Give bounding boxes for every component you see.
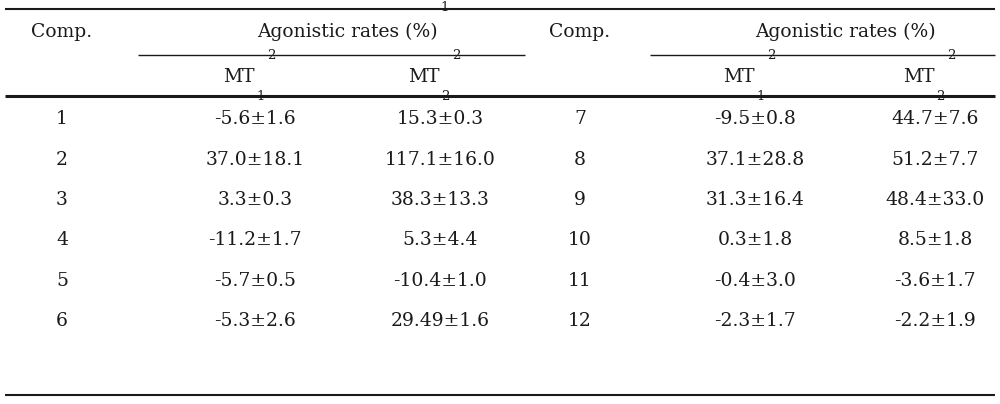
Text: 2: 2 (453, 49, 461, 62)
Text: 5.3±4.4: 5.3±4.4 (402, 231, 478, 249)
Text: -5.6±1.6: -5.6±1.6 (214, 110, 296, 128)
Text: MT: MT (724, 68, 755, 86)
Text: -3.6±1.7: -3.6±1.7 (894, 272, 976, 290)
Text: Agonistic rates (%): Agonistic rates (%) (755, 22, 935, 41)
Text: 7: 7 (574, 110, 586, 128)
Text: 2: 2 (56, 151, 68, 168)
Text: 9: 9 (574, 191, 586, 209)
Text: Agonistic rates (%): Agonistic rates (%) (257, 22, 438, 41)
Text: -10.4±1.0: -10.4±1.0 (393, 272, 487, 290)
Text: -5.7±0.5: -5.7±0.5 (214, 272, 296, 290)
Text: 8.5±1.8: 8.5±1.8 (897, 231, 973, 249)
Text: 37.1±28.8: 37.1±28.8 (705, 151, 805, 168)
Text: 2: 2 (948, 49, 956, 62)
Text: 117.1±16.0: 117.1±16.0 (385, 151, 495, 168)
Text: 2: 2 (441, 90, 450, 103)
Text: -2.3±1.7: -2.3±1.7 (714, 312, 796, 330)
Text: 15.3±0.3: 15.3±0.3 (396, 110, 484, 128)
Text: 2: 2 (268, 49, 276, 62)
Text: 51.2±7.7: 51.2±7.7 (891, 151, 979, 168)
Text: 6: 6 (56, 312, 68, 330)
Text: 44.7±7.6: 44.7±7.6 (891, 110, 979, 128)
Text: 2: 2 (936, 90, 945, 103)
Text: 12: 12 (568, 312, 592, 330)
Text: 1: 1 (441, 1, 449, 14)
Text: Comp.: Comp. (549, 23, 611, 40)
Text: 29.49±1.6: 29.49±1.6 (391, 312, 490, 330)
Text: -0.4±3.0: -0.4±3.0 (714, 272, 796, 290)
Text: 10: 10 (568, 231, 592, 249)
Text: 4: 4 (56, 231, 68, 249)
Text: 5: 5 (56, 272, 68, 290)
Text: -11.2±1.7: -11.2±1.7 (208, 231, 302, 249)
Text: 48.4±33.0: 48.4±33.0 (885, 191, 985, 209)
Text: MT: MT (409, 68, 440, 86)
Text: 31.3±16.4: 31.3±16.4 (706, 191, 804, 209)
Text: 3: 3 (56, 191, 68, 209)
Text: 2: 2 (768, 49, 776, 62)
Text: 11: 11 (568, 272, 592, 290)
Text: MT: MT (904, 68, 935, 86)
Text: MT: MT (223, 68, 255, 86)
Text: 1: 1 (256, 90, 265, 103)
Text: 8: 8 (574, 151, 586, 168)
Text: 0.3±1.8: 0.3±1.8 (717, 231, 793, 249)
Text: -5.3±2.6: -5.3±2.6 (214, 312, 296, 330)
Text: 1: 1 (756, 90, 765, 103)
Text: 3.3±0.3: 3.3±0.3 (217, 191, 293, 209)
Text: 37.0±18.1: 37.0±18.1 (205, 151, 305, 168)
Text: -2.2±1.9: -2.2±1.9 (894, 312, 976, 330)
Text: -9.5±0.8: -9.5±0.8 (714, 110, 796, 128)
Text: 1: 1 (56, 110, 68, 128)
Text: Comp.: Comp. (31, 23, 93, 40)
Text: 38.3±13.3: 38.3±13.3 (391, 191, 489, 209)
